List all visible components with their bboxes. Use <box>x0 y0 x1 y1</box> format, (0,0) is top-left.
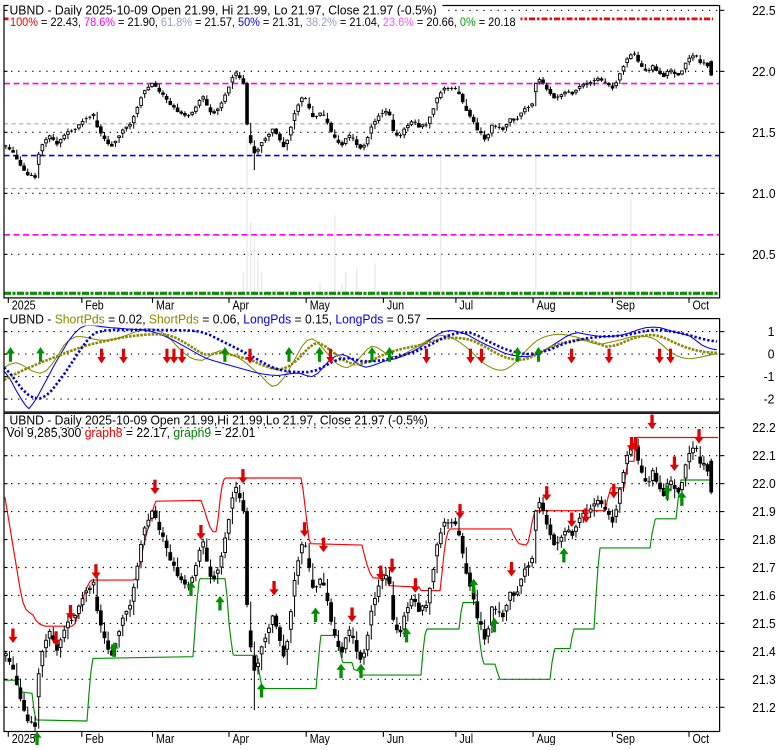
svg-text:= 22.01: = 22.01 <box>211 426 255 440</box>
svg-text:ShortPds: ShortPds <box>55 313 105 327</box>
svg-text:Jun: Jun <box>387 299 404 313</box>
svg-text:Aug: Aug <box>537 732 556 745</box>
svg-text:Feb: Feb <box>85 299 103 313</box>
svg-text:21.9: 21.9 <box>752 505 776 519</box>
svg-text:= 22.17,: = 22.17, <box>123 426 174 440</box>
svg-text:Mar: Mar <box>156 732 174 745</box>
svg-text:Sep: Sep <box>616 732 635 745</box>
svg-text:UBND - Daily 2025-10-09 Open 2: UBND - Daily 2025-10-09 Open 21.99, Hi 2… <box>10 3 437 17</box>
svg-text:-1: -1 <box>764 370 775 384</box>
svg-text:50%: 50% <box>238 16 260 29</box>
svg-text:Sep: Sep <box>616 299 635 313</box>
svg-text:May: May <box>310 299 331 313</box>
svg-text:0: 0 <box>768 348 775 362</box>
svg-text:21.2: 21.2 <box>752 701 776 715</box>
svg-text:UBND - Daily 2025-10-09 Open 2: UBND - Daily 2025-10-09 Open 21.99,Hi 21… <box>10 414 428 428</box>
svg-text:Oct: Oct <box>693 299 710 313</box>
svg-text:22.2: 22.2 <box>752 421 776 435</box>
svg-text:Mar: Mar <box>156 299 174 313</box>
svg-text:Jun: Jun <box>387 732 404 745</box>
svg-text:Oct: Oct <box>693 732 710 745</box>
svg-text:= 20.18: = 20.18 <box>476 16 516 29</box>
svg-text:1: 1 <box>768 325 775 339</box>
svg-text:21.5: 21.5 <box>752 126 776 140</box>
svg-text:0%: 0% <box>460 16 476 29</box>
svg-text:= 0.15,: = 0.15, <box>291 313 335 327</box>
svg-text:LongPds: LongPds <box>335 313 383 327</box>
svg-text:22.0: 22.0 <box>752 65 776 79</box>
svg-text:Jul: Jul <box>459 299 473 313</box>
svg-text:21.5: 21.5 <box>752 617 776 631</box>
svg-text:= 21.90,: = 21.90, <box>115 16 161 29</box>
svg-text:graph8: graph8 <box>85 426 123 440</box>
svg-text:-2: -2 <box>764 393 775 407</box>
svg-text:= 20.66,: = 20.66, <box>414 16 460 29</box>
svg-text:2025: 2025 <box>12 299 36 313</box>
svg-text:Apr: Apr <box>233 732 250 745</box>
svg-text:21.3: 21.3 <box>752 673 776 687</box>
svg-text:Aug: Aug <box>537 299 556 313</box>
svg-text:61.8%: 61.8% <box>161 16 192 29</box>
svg-text:Feb: Feb <box>85 732 103 745</box>
svg-text:May: May <box>310 732 331 745</box>
svg-text:= 22.43,: = 22.43, <box>38 16 84 29</box>
svg-text:Apr: Apr <box>233 299 250 313</box>
svg-text:Jul: Jul <box>459 732 473 745</box>
svg-text:100%: 100% <box>10 16 38 29</box>
svg-text:21.4: 21.4 <box>752 645 776 659</box>
svg-text:= 0.06,: = 0.06, <box>199 313 243 327</box>
svg-text:78.6%: 78.6% <box>84 16 115 29</box>
svg-text:22.0: 22.0 <box>752 477 776 491</box>
svg-text:23.6%: 23.6% <box>383 16 414 29</box>
svg-text:ShortPds: ShortPds <box>149 313 199 327</box>
svg-text:22.5: 22.5 <box>752 4 776 18</box>
svg-text:= 0.02,: = 0.02, <box>105 313 149 327</box>
svg-text:LongPds: LongPds <box>243 313 291 327</box>
svg-text:21.6: 21.6 <box>752 589 776 603</box>
svg-text:UBND -: UBND - <box>10 313 55 327</box>
svg-text:Vol 9,285,300: Vol 9,285,300 <box>7 426 85 440</box>
svg-text:21.0: 21.0 <box>752 187 776 201</box>
svg-text:22.1: 22.1 <box>752 449 776 463</box>
svg-text:= 21.31,: = 21.31, <box>260 16 306 29</box>
svg-text:38.2%: 38.2% <box>306 16 337 29</box>
svg-text:= 21.04,: = 21.04, <box>337 16 383 29</box>
svg-text:= 0.57: = 0.57 <box>383 313 421 327</box>
svg-text:20.5: 20.5 <box>752 248 776 262</box>
svg-text:= 21.57,: = 21.57, <box>192 16 238 29</box>
svg-text:2025: 2025 <box>12 732 36 745</box>
svg-text:graph9: graph9 <box>173 426 211 440</box>
svg-text:21.7: 21.7 <box>752 561 776 575</box>
svg-text:21.8: 21.8 <box>752 533 776 547</box>
